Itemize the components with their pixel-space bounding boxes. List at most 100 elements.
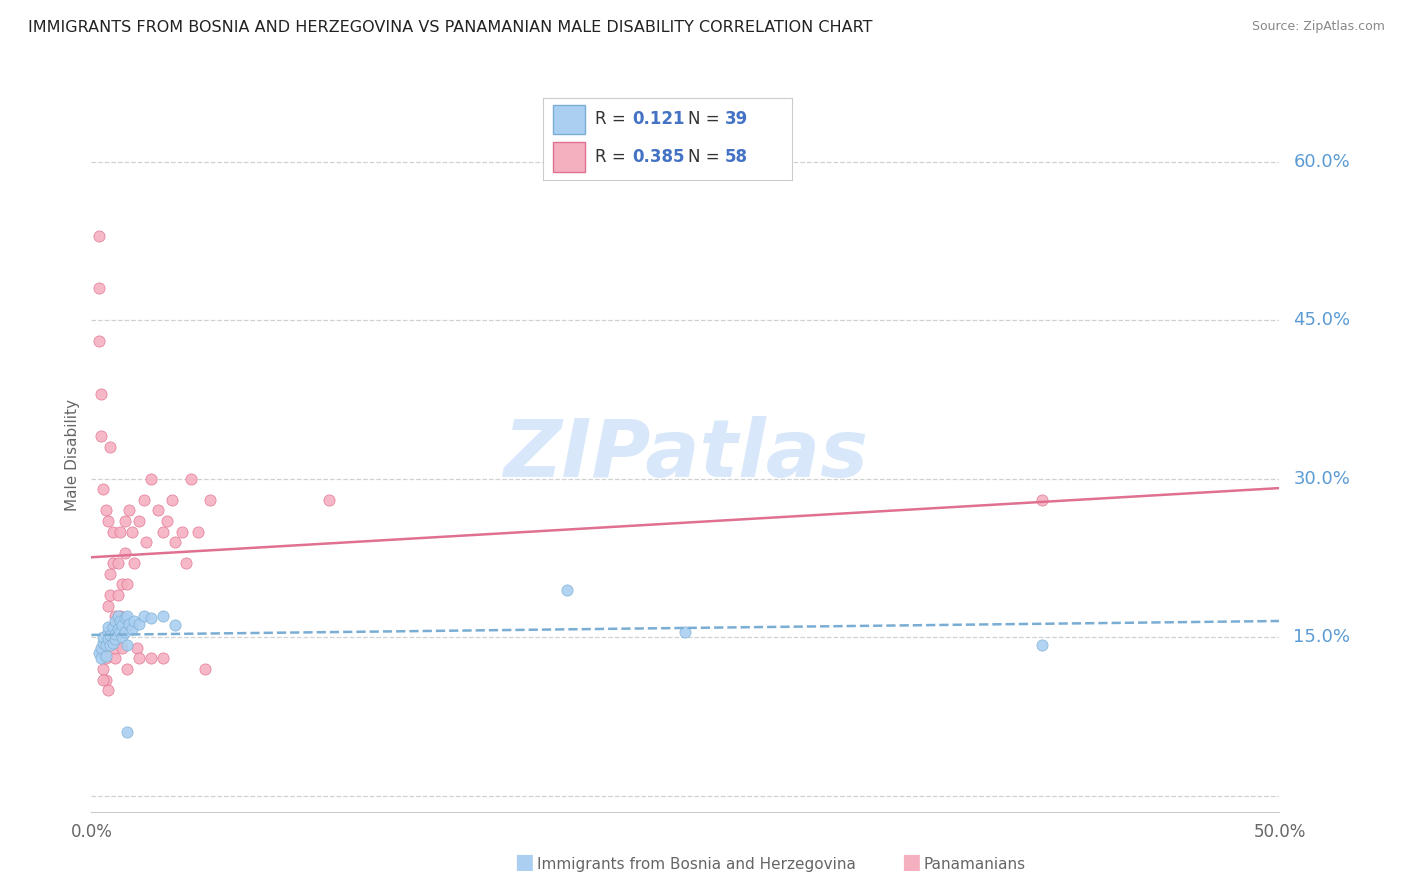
Text: IMMIGRANTS FROM BOSNIA AND HERZEGOVINA VS PANAMANIAN MALE DISABILITY CORRELATION: IMMIGRANTS FROM BOSNIA AND HERZEGOVINA V…: [28, 20, 873, 35]
Point: [139, 611, 162, 625]
Point: [97, 620, 120, 634]
Text: 0.121: 0.121: [633, 111, 685, 128]
Point: [111, 617, 134, 632]
Point: [125, 640, 148, 655]
Point: [108, 609, 131, 624]
Point: [152, 651, 174, 665]
Point: [114, 546, 136, 560]
Point: [94, 673, 117, 687]
Point: [87, 334, 110, 349]
Point: [101, 635, 124, 649]
Point: [122, 615, 145, 629]
Point: [97, 683, 120, 698]
Text: ■: ■: [901, 853, 921, 872]
Point: [673, 625, 696, 640]
Y-axis label: Male Disability: Male Disability: [65, 399, 80, 511]
Point: [176, 556, 198, 570]
Text: Immigrants from Bosnia and Herzegovina: Immigrants from Bosnia and Herzegovina: [537, 857, 856, 872]
Point: [91, 483, 114, 497]
Point: [111, 630, 134, 644]
Point: [200, 492, 222, 507]
Point: [111, 640, 134, 655]
Point: [114, 514, 136, 528]
Point: [97, 625, 120, 640]
Point: [94, 503, 117, 517]
Text: N =: N =: [688, 111, 724, 128]
Text: 45.0%: 45.0%: [1294, 311, 1351, 329]
Text: 60.0%: 60.0%: [1294, 153, 1350, 170]
Point: [1031, 638, 1053, 652]
Point: [91, 640, 114, 655]
Point: [187, 524, 209, 539]
Text: Panamanians: Panamanians: [924, 857, 1026, 872]
Point: [135, 535, 157, 549]
Point: [104, 609, 127, 624]
Text: R =: R =: [595, 148, 631, 166]
Point: [139, 651, 162, 665]
Point: [115, 725, 138, 739]
Text: 0.385: 0.385: [633, 148, 685, 166]
Point: [108, 615, 131, 629]
Point: [108, 524, 131, 539]
Point: [94, 649, 117, 664]
Point: [108, 625, 131, 640]
Point: [100, 638, 122, 652]
Text: Source: ZipAtlas.com: Source: ZipAtlas.com: [1251, 20, 1385, 33]
Point: [163, 617, 186, 632]
Point: [152, 524, 174, 539]
Point: [97, 599, 120, 613]
Point: [115, 577, 138, 591]
Point: [132, 609, 155, 624]
Point: [97, 514, 120, 528]
Point: [132, 492, 155, 507]
Text: 15.0%: 15.0%: [1294, 628, 1350, 647]
Point: [87, 646, 110, 660]
Point: [1031, 492, 1053, 507]
Point: [318, 492, 340, 507]
Text: N =: N =: [688, 148, 724, 166]
Point: [194, 662, 217, 676]
Point: [122, 556, 145, 570]
Point: [128, 616, 150, 631]
Point: [87, 228, 110, 243]
Text: ■: ■: [515, 853, 534, 872]
Text: 30.0%: 30.0%: [1294, 470, 1350, 488]
Point: [90, 651, 112, 665]
Point: [146, 503, 169, 517]
Point: [94, 638, 117, 652]
Point: [160, 492, 183, 507]
Point: [90, 429, 112, 443]
Point: [156, 514, 179, 528]
Point: [91, 673, 114, 687]
Text: 39: 39: [725, 111, 748, 128]
Point: [104, 615, 127, 629]
Point: [104, 651, 127, 665]
Point: [87, 281, 110, 295]
Point: [91, 630, 114, 644]
Point: [91, 662, 114, 676]
Point: [100, 566, 122, 581]
Point: [90, 640, 112, 655]
Text: ZIPatlas: ZIPatlas: [503, 416, 868, 494]
Point: [100, 588, 122, 602]
Point: [163, 535, 186, 549]
Point: [115, 638, 138, 652]
Point: [104, 632, 127, 647]
Point: [118, 503, 141, 517]
Point: [104, 640, 127, 655]
Point: [121, 524, 143, 539]
Point: [101, 524, 124, 539]
Point: [115, 609, 138, 624]
Point: [128, 651, 150, 665]
Point: [101, 556, 124, 570]
Point: [100, 440, 122, 454]
Point: [139, 472, 162, 486]
Bar: [553, 104, 585, 134]
Point: [111, 577, 134, 591]
Point: [97, 632, 120, 647]
Point: [114, 625, 136, 640]
Point: [121, 622, 143, 636]
Point: [101, 620, 124, 634]
Point: [128, 514, 150, 528]
Point: [101, 620, 124, 634]
